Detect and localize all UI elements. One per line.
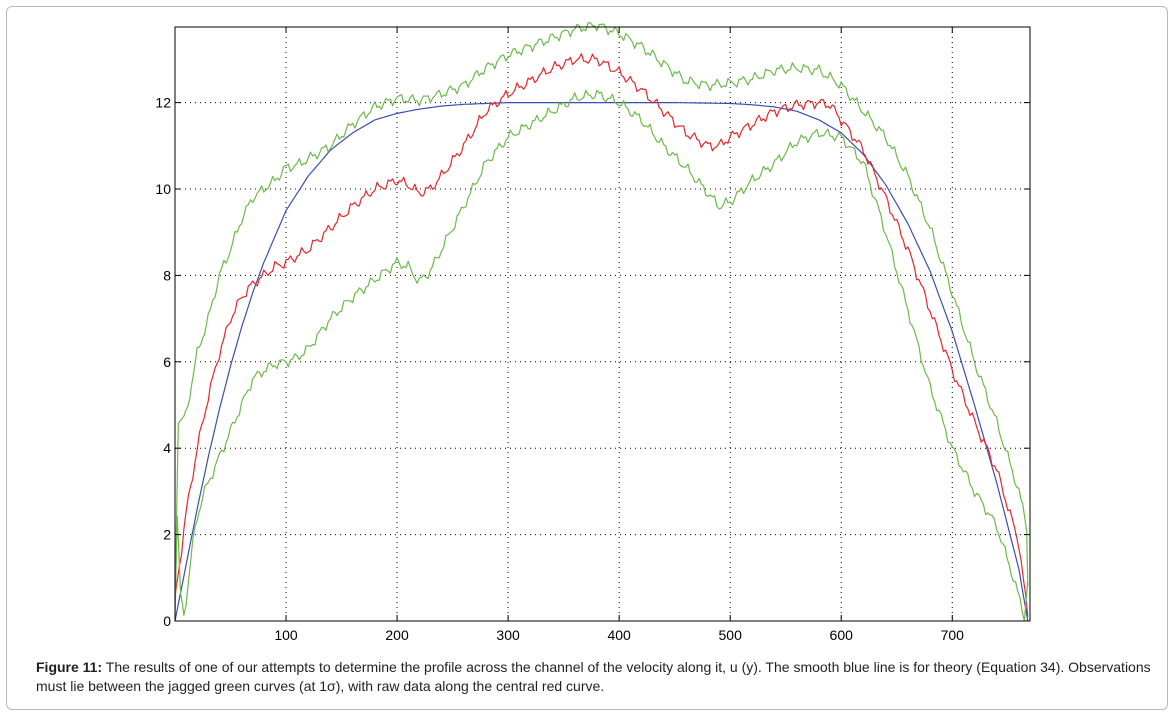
y-tick-label: 8 xyxy=(163,267,171,283)
series-line-4 xyxy=(174,89,1029,622)
x-tick-label: 300 xyxy=(496,627,520,643)
caption-text: The results of one of our attempts to de… xyxy=(36,659,1151,694)
grid-lines xyxy=(175,27,1030,621)
series-lines xyxy=(174,22,1029,622)
velocity-profile-chart: 100 200 300 400 500 600 700 0 2 4 6 8 10 12 xyxy=(155,22,1031,643)
plot-area xyxy=(174,26,1031,622)
x-tick-label: 100 xyxy=(274,627,298,643)
y-tick-label: 2 xyxy=(163,527,171,543)
caption-label: Figure 11: xyxy=(36,659,103,675)
series-line-3 xyxy=(174,22,1029,599)
figure-frame xyxy=(6,6,1168,710)
x-tick-label: 500 xyxy=(719,627,743,643)
y-tick-label: 0 xyxy=(163,613,171,629)
y-tick-label: 10 xyxy=(155,181,171,197)
x-tick-label: 200 xyxy=(385,627,409,643)
y-tick-label: 4 xyxy=(163,440,171,456)
axis-ticks: 100 200 300 400 500 600 700 0 2 4 6 8 10 12 xyxy=(155,27,1030,643)
x-tick-label: 600 xyxy=(830,627,854,643)
x-tick-label: 400 xyxy=(607,627,631,643)
y-tick-label: 12 xyxy=(155,95,171,111)
figure-caption: Figure 11: The results of one of our att… xyxy=(36,658,1154,696)
series-line-2 xyxy=(174,53,1029,617)
series-line-1 xyxy=(174,102,1029,622)
x-tick-label: 700 xyxy=(941,627,965,643)
y-tick-label: 6 xyxy=(163,354,171,370)
